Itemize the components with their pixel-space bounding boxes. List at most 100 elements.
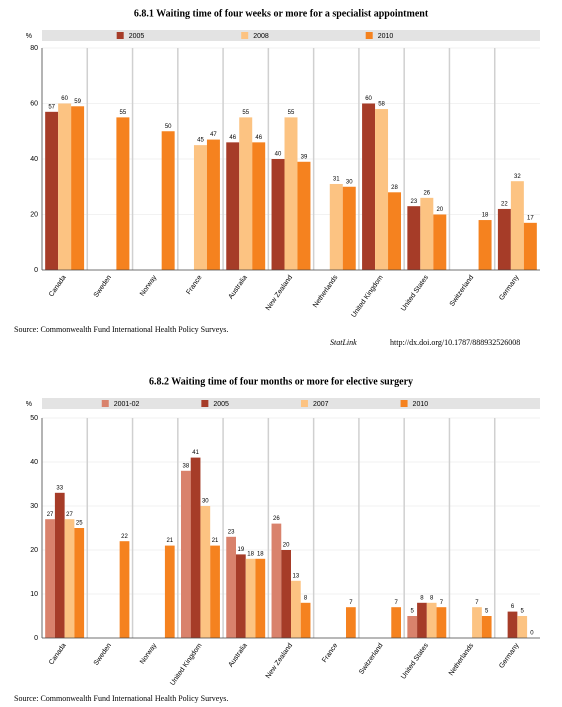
data-label: 26 [423, 190, 430, 196]
y-axis-label: % [26, 401, 32, 408]
x-tick-label: Germany [498, 274, 521, 302]
data-label: 28 [391, 185, 398, 191]
legend-swatch [241, 32, 249, 39]
y-tick-label: 0 [34, 267, 38, 274]
bar [472, 607, 482, 638]
bar [200, 506, 211, 638]
data-label: 18 [257, 551, 264, 557]
data-label: 20 [436, 207, 443, 213]
x-tick-label: Norway [139, 274, 159, 298]
x-tick-label: Australia [228, 642, 249, 668]
data-label: 7 [475, 600, 479, 606]
data-label: 6 [511, 604, 515, 610]
legend-label: 2008 [253, 33, 269, 40]
bar [284, 117, 298, 270]
y-tick-label: 80 [30, 45, 38, 52]
data-label: 30 [346, 179, 353, 185]
bar [329, 183, 343, 270]
bar [346, 607, 356, 638]
bar [54, 492, 65, 638]
y-tick-label: 60 [30, 100, 38, 107]
bar [388, 192, 402, 270]
data-label: 47 [210, 132, 217, 138]
bar [119, 541, 130, 638]
x-tick-label: France [185, 274, 203, 296]
data-label: 38 [183, 463, 190, 469]
bar [45, 519, 55, 638]
x-tick-label: Canada [48, 642, 68, 666]
bar [407, 616, 418, 638]
y-tick-label: 40 [30, 156, 38, 163]
y-tick-label: 20 [30, 211, 38, 218]
bar [510, 181, 524, 270]
bar [420, 197, 434, 270]
x-tick-label: Canada [48, 274, 68, 298]
bar [271, 159, 285, 270]
data-label: 19 [238, 547, 245, 553]
y-tick-label: 50 [30, 415, 38, 422]
source: Source: Commonwealth Fund International … [14, 694, 228, 703]
y-tick-label: 0 [34, 635, 38, 642]
x-tick-label: Netherlands [448, 642, 476, 677]
bar [407, 206, 421, 270]
bar [252, 142, 266, 270]
legend-swatch [300, 400, 308, 407]
bar [481, 616, 492, 638]
bar [271, 523, 282, 638]
data-label: 40 [275, 152, 282, 158]
bar [210, 545, 220, 638]
bar [71, 106, 85, 271]
data-label: 8 [420, 595, 424, 601]
data-label: 39 [301, 154, 308, 160]
data-label: 8 [430, 595, 434, 601]
data-label: 17 [527, 215, 534, 221]
bar [235, 554, 246, 638]
data-label: 50 [165, 124, 172, 130]
bar [391, 607, 402, 638]
bar [297, 161, 311, 270]
x-tick-label: Netherlands [312, 274, 340, 309]
data-label: 60 [61, 96, 68, 102]
statlink-label: StatLink [330, 338, 357, 347]
data-label: 46 [255, 135, 262, 141]
data-label: 22 [501, 202, 508, 208]
bar [164, 545, 175, 638]
data-label: 5 [521, 609, 525, 615]
x-tick-label: Switzerland [449, 274, 476, 308]
bar [478, 220, 492, 270]
bar [161, 131, 175, 270]
data-label: 13 [293, 573, 300, 579]
bar [116, 117, 130, 270]
data-label: 55 [288, 110, 295, 116]
bar [375, 109, 389, 270]
x-tick-label: United States [400, 274, 430, 313]
data-label: 32 [514, 174, 521, 180]
data-label: 7 [394, 600, 398, 606]
data-label: 20 [283, 543, 290, 549]
data-label: 0 [530, 631, 534, 637]
data-label: 45 [197, 138, 204, 144]
legend-label: 2007 [313, 401, 329, 408]
bar [226, 536, 236, 638]
data-label: 25 [76, 521, 83, 527]
bar [342, 186, 356, 270]
data-label: 5 [411, 609, 415, 615]
bar [58, 103, 72, 270]
x-tick-label: France [321, 642, 339, 664]
bar [206, 139, 220, 270]
data-label: 23 [410, 199, 417, 205]
data-label: 7 [440, 600, 444, 606]
y-tick-label: 30 [30, 503, 38, 510]
y-tick-label: 10 [30, 591, 38, 598]
legend-swatch [400, 400, 408, 407]
data-label: 18 [482, 213, 489, 219]
y-tick-label: 40 [30, 459, 38, 466]
x-tick-label: United States [400, 642, 430, 681]
legend-swatch [101, 400, 109, 407]
legend-label: 2010 [378, 33, 394, 40]
bar [517, 616, 528, 638]
x-tick-label: United Kingdom [350, 274, 384, 319]
bar [291, 580, 301, 638]
data-label: 5 [485, 609, 489, 615]
